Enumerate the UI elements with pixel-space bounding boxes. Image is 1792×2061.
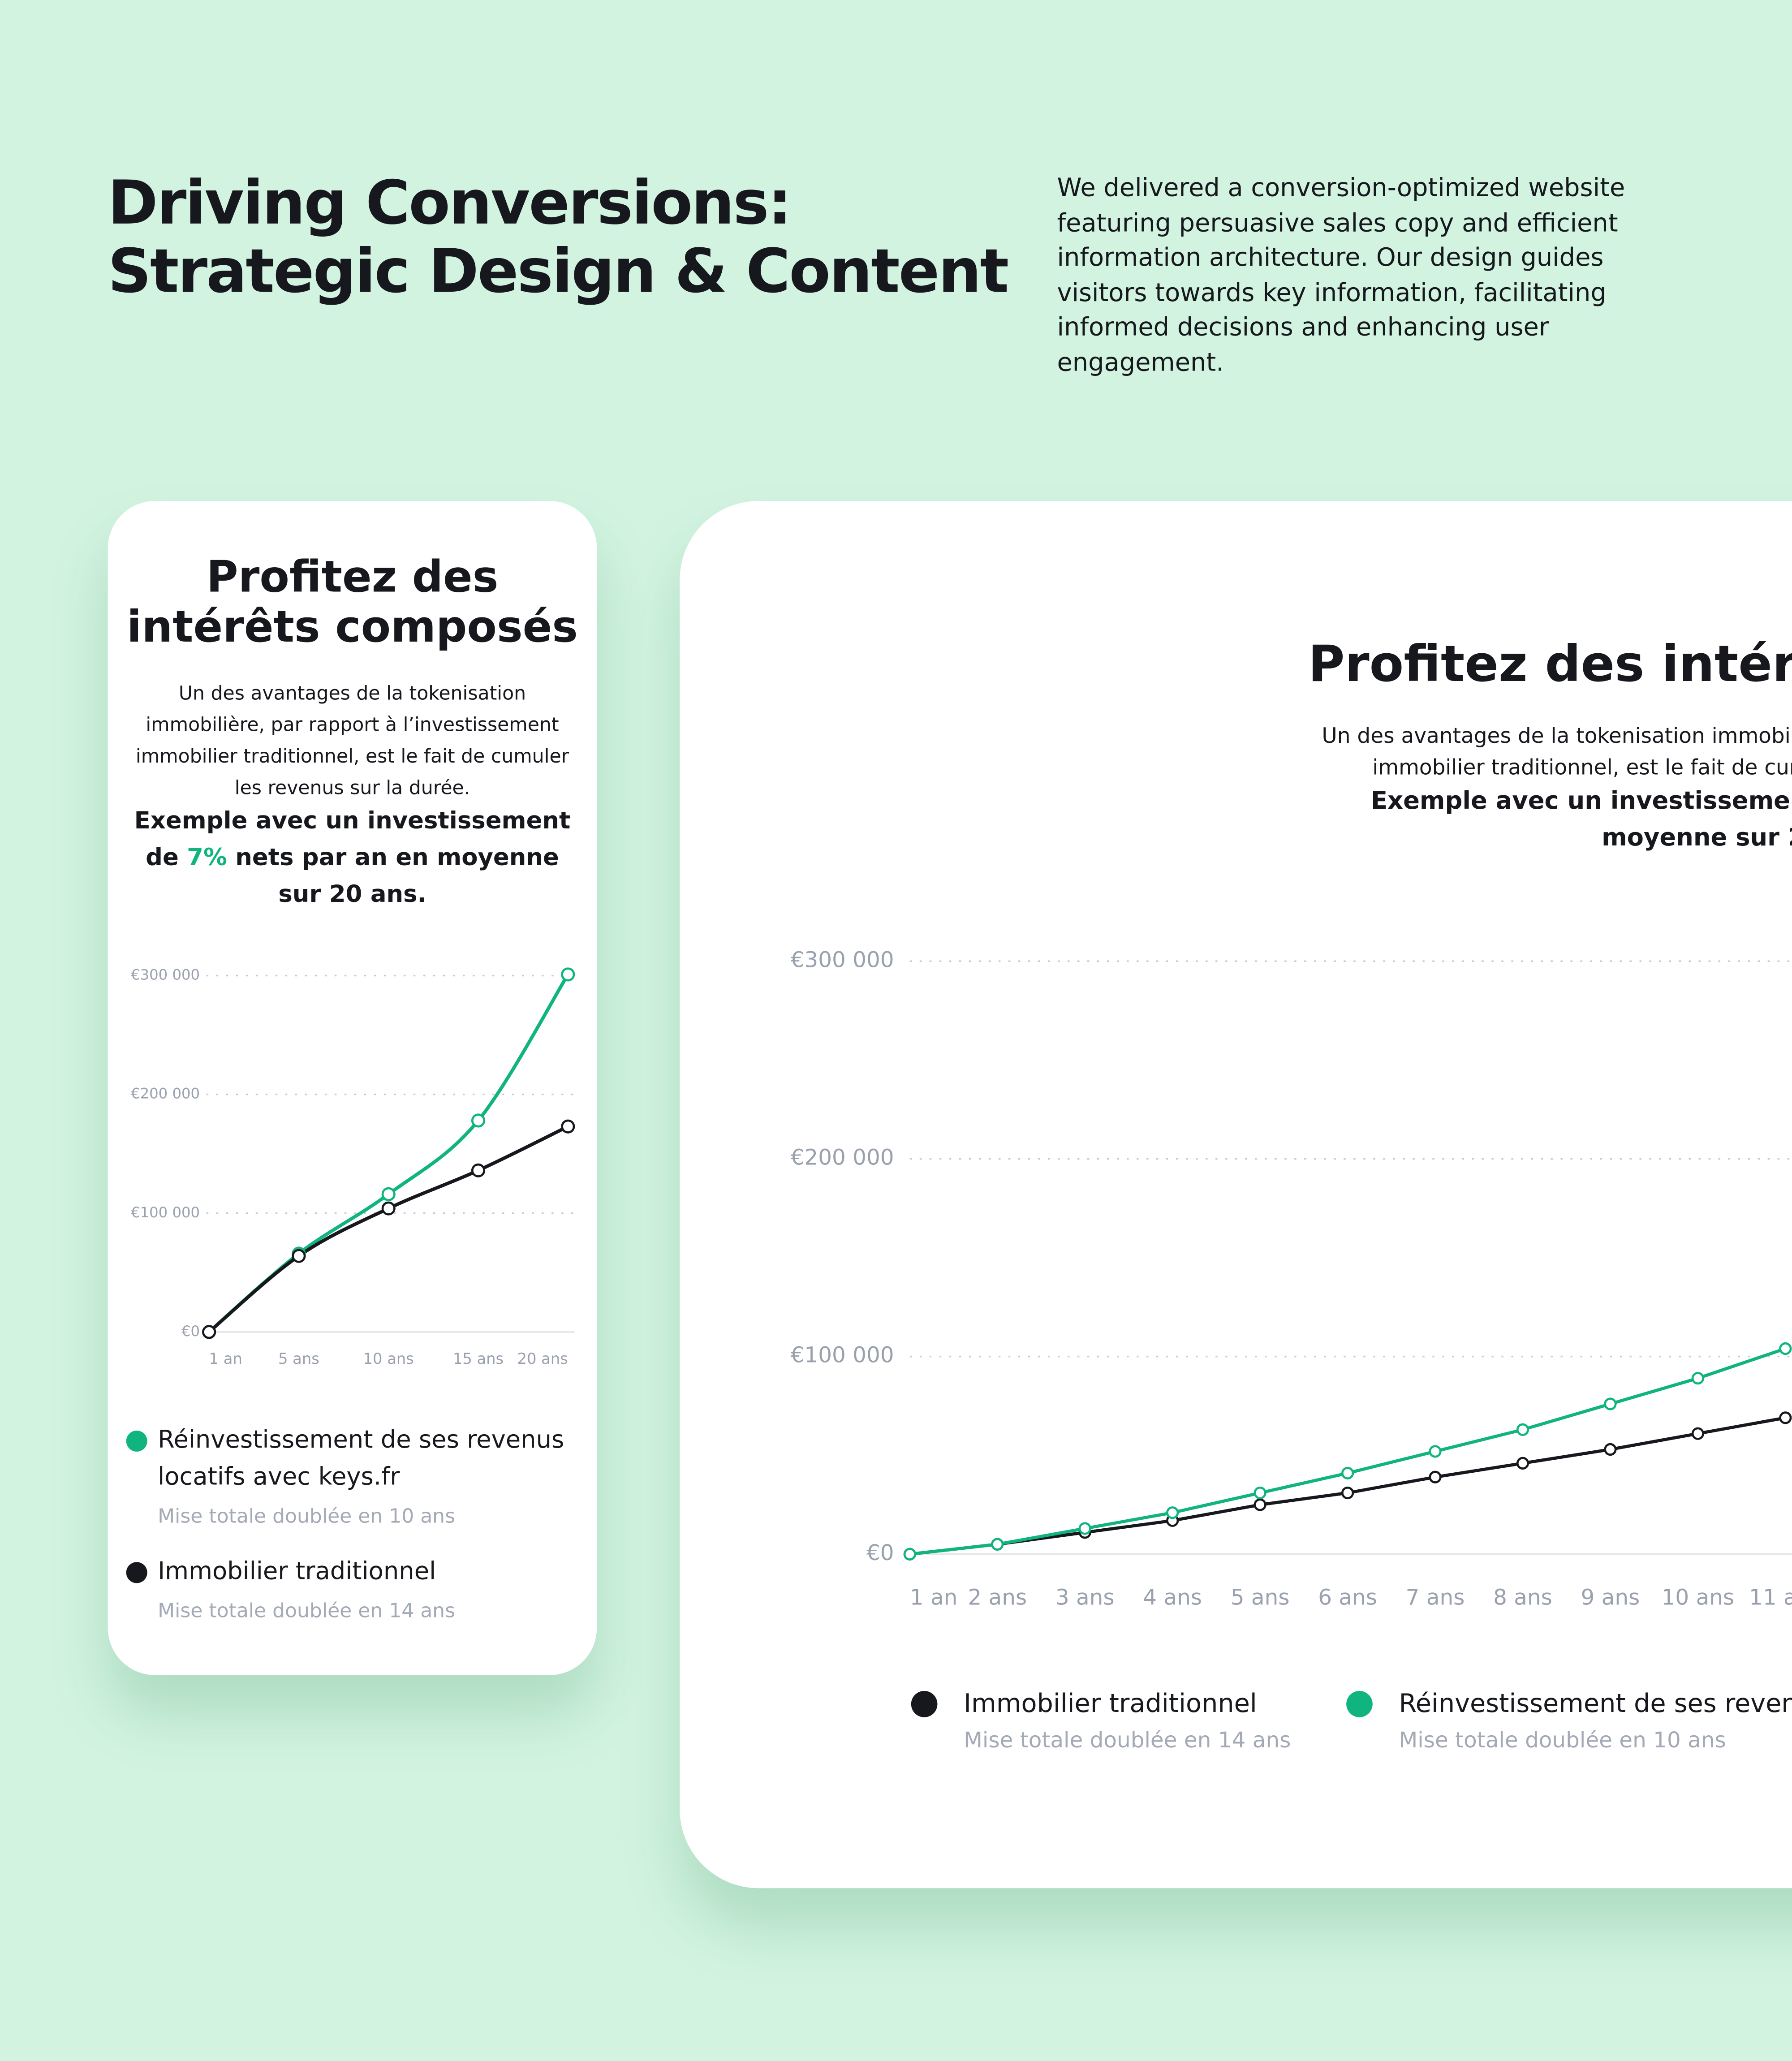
x-tick-label: 20 ans	[517, 1350, 568, 1367]
data-point	[1516, 1423, 1529, 1436]
legend-marker	[1346, 1691, 1373, 1717]
x-tick-label: 1 an	[910, 1585, 958, 1610]
x-tick-label: 6 ans	[1318, 1585, 1377, 1610]
data-point	[561, 1119, 575, 1134]
legend-marker	[911, 1691, 938, 1717]
series-line	[208, 1125, 569, 1333]
data-point	[1254, 1498, 1266, 1511]
x-tick-label: 5 ans	[278, 1350, 319, 1367]
data-point	[1429, 1445, 1442, 1458]
x-tick-label: 7 ans	[1406, 1585, 1465, 1610]
data-point	[561, 967, 575, 982]
data-point	[1604, 1443, 1617, 1456]
data-point	[471, 1163, 486, 1177]
y-tick-label: €300 000	[131, 966, 200, 983]
legend-marker	[126, 1562, 147, 1583]
card-highlight: Exemple avec un investissement de 7% net…	[131, 803, 573, 914]
data-point	[1516, 1457, 1529, 1470]
y-tick-label: €100 000	[791, 1343, 894, 1368]
header-title-line: Driving Conversions:	[108, 167, 792, 238]
mobile-card	[108, 501, 597, 1675]
legend-note: Mise totale doublée en 14 ans	[964, 1728, 1291, 1753]
data-point	[1078, 1522, 1091, 1535]
legend-label: Réinvestissement de ses revenus locatifs…	[1399, 1688, 1792, 1719]
card-title: Profitez des intérêts composés	[1308, 635, 1792, 693]
highlight-text: Exemple avec un investissement de	[1370, 787, 1792, 815]
data-point	[1779, 1342, 1792, 1355]
legend-note: Mise totale doublée en 10 ans	[158, 1504, 456, 1528]
x-tick-label: 8 ans	[1493, 1585, 1552, 1610]
legend-label: Réinvestissement de ses revenus locatifs…	[158, 1427, 564, 1491]
data-point	[903, 1548, 916, 1561]
legend-label: Immobilier traditionnel	[964, 1688, 1257, 1719]
data-point	[381, 1187, 396, 1201]
card-description: Un des avantages de la tokenisation immo…	[135, 684, 569, 800]
x-tick-label: 4 ans	[1143, 1585, 1202, 1610]
y-tick-label: €300 000	[791, 947, 894, 972]
data-point	[471, 1113, 486, 1128]
data-point	[1166, 1506, 1179, 1519]
data-point	[202, 1325, 216, 1339]
x-tick-label: 3 ans	[1055, 1585, 1115, 1610]
series-line	[909, 1347, 1786, 1556]
x-tick-label: 15 ans	[453, 1350, 504, 1367]
data-point	[381, 1201, 396, 1216]
data-point	[991, 1538, 1004, 1551]
x-tick-label: 10 ans	[363, 1350, 414, 1367]
data-point	[1779, 1411, 1792, 1424]
header-title: Driving Conversions: Strategic Design & …	[108, 167, 1009, 306]
x-tick-label: 5 ans	[1231, 1585, 1290, 1610]
series-line	[909, 1416, 1786, 1556]
card-title: Profitez des intérêts composés	[127, 551, 578, 652]
data-point	[1341, 1486, 1354, 1500]
data-point	[1429, 1470, 1442, 1483]
data-point	[1691, 1372, 1704, 1385]
data-point	[1341, 1466, 1354, 1480]
y-tick-label: €100 000	[131, 1204, 200, 1221]
desktop-card	[680, 501, 1792, 1889]
data-point	[1604, 1397, 1617, 1410]
x-tick-label: 11 ans	[1749, 1585, 1792, 1610]
data-point	[292, 1249, 306, 1263]
header-title-line: Strategic Design & Content	[108, 235, 1009, 306]
card-highlight: Exemple avec un investissement de 7% net…	[1318, 784, 1792, 857]
data-point	[1254, 1486, 1266, 1500]
highlight-text: Exemple avec un investissement de	[134, 807, 571, 872]
legend-marker	[126, 1430, 147, 1452]
legend-note: Mise totale doublée en 10 ans	[1399, 1728, 1726, 1753]
header-description: We delivered a conversion-optimized webs…	[1057, 173, 1625, 377]
x-tick-label: 10 ans	[1662, 1585, 1735, 1610]
highlight-rate: 7%	[187, 844, 227, 872]
data-point	[1691, 1427, 1704, 1440]
x-tick-label: 2 ans	[968, 1585, 1027, 1610]
y-tick-label: €0	[181, 1323, 200, 1340]
card-description: Un des avantages de la tokenisation immo…	[1322, 723, 1792, 780]
x-tick-label: 1 an	[209, 1350, 242, 1367]
highlight-text: nets par an en moyenne sur 20 ans.	[227, 844, 559, 909]
y-tick-label: €0	[866, 1540, 894, 1565]
x-tick-label: 9 ans	[1581, 1585, 1640, 1610]
y-tick-label: €200 000	[791, 1145, 894, 1170]
highlight-text: nets par an en moyenne sur 20 ans.	[1602, 824, 1792, 852]
legend-note: Mise totale doublée en 14 ans	[158, 1599, 456, 1623]
legend-label: Immobilier traditionnel	[158, 1558, 436, 1586]
y-tick-label: €200 000	[131, 1085, 200, 1102]
